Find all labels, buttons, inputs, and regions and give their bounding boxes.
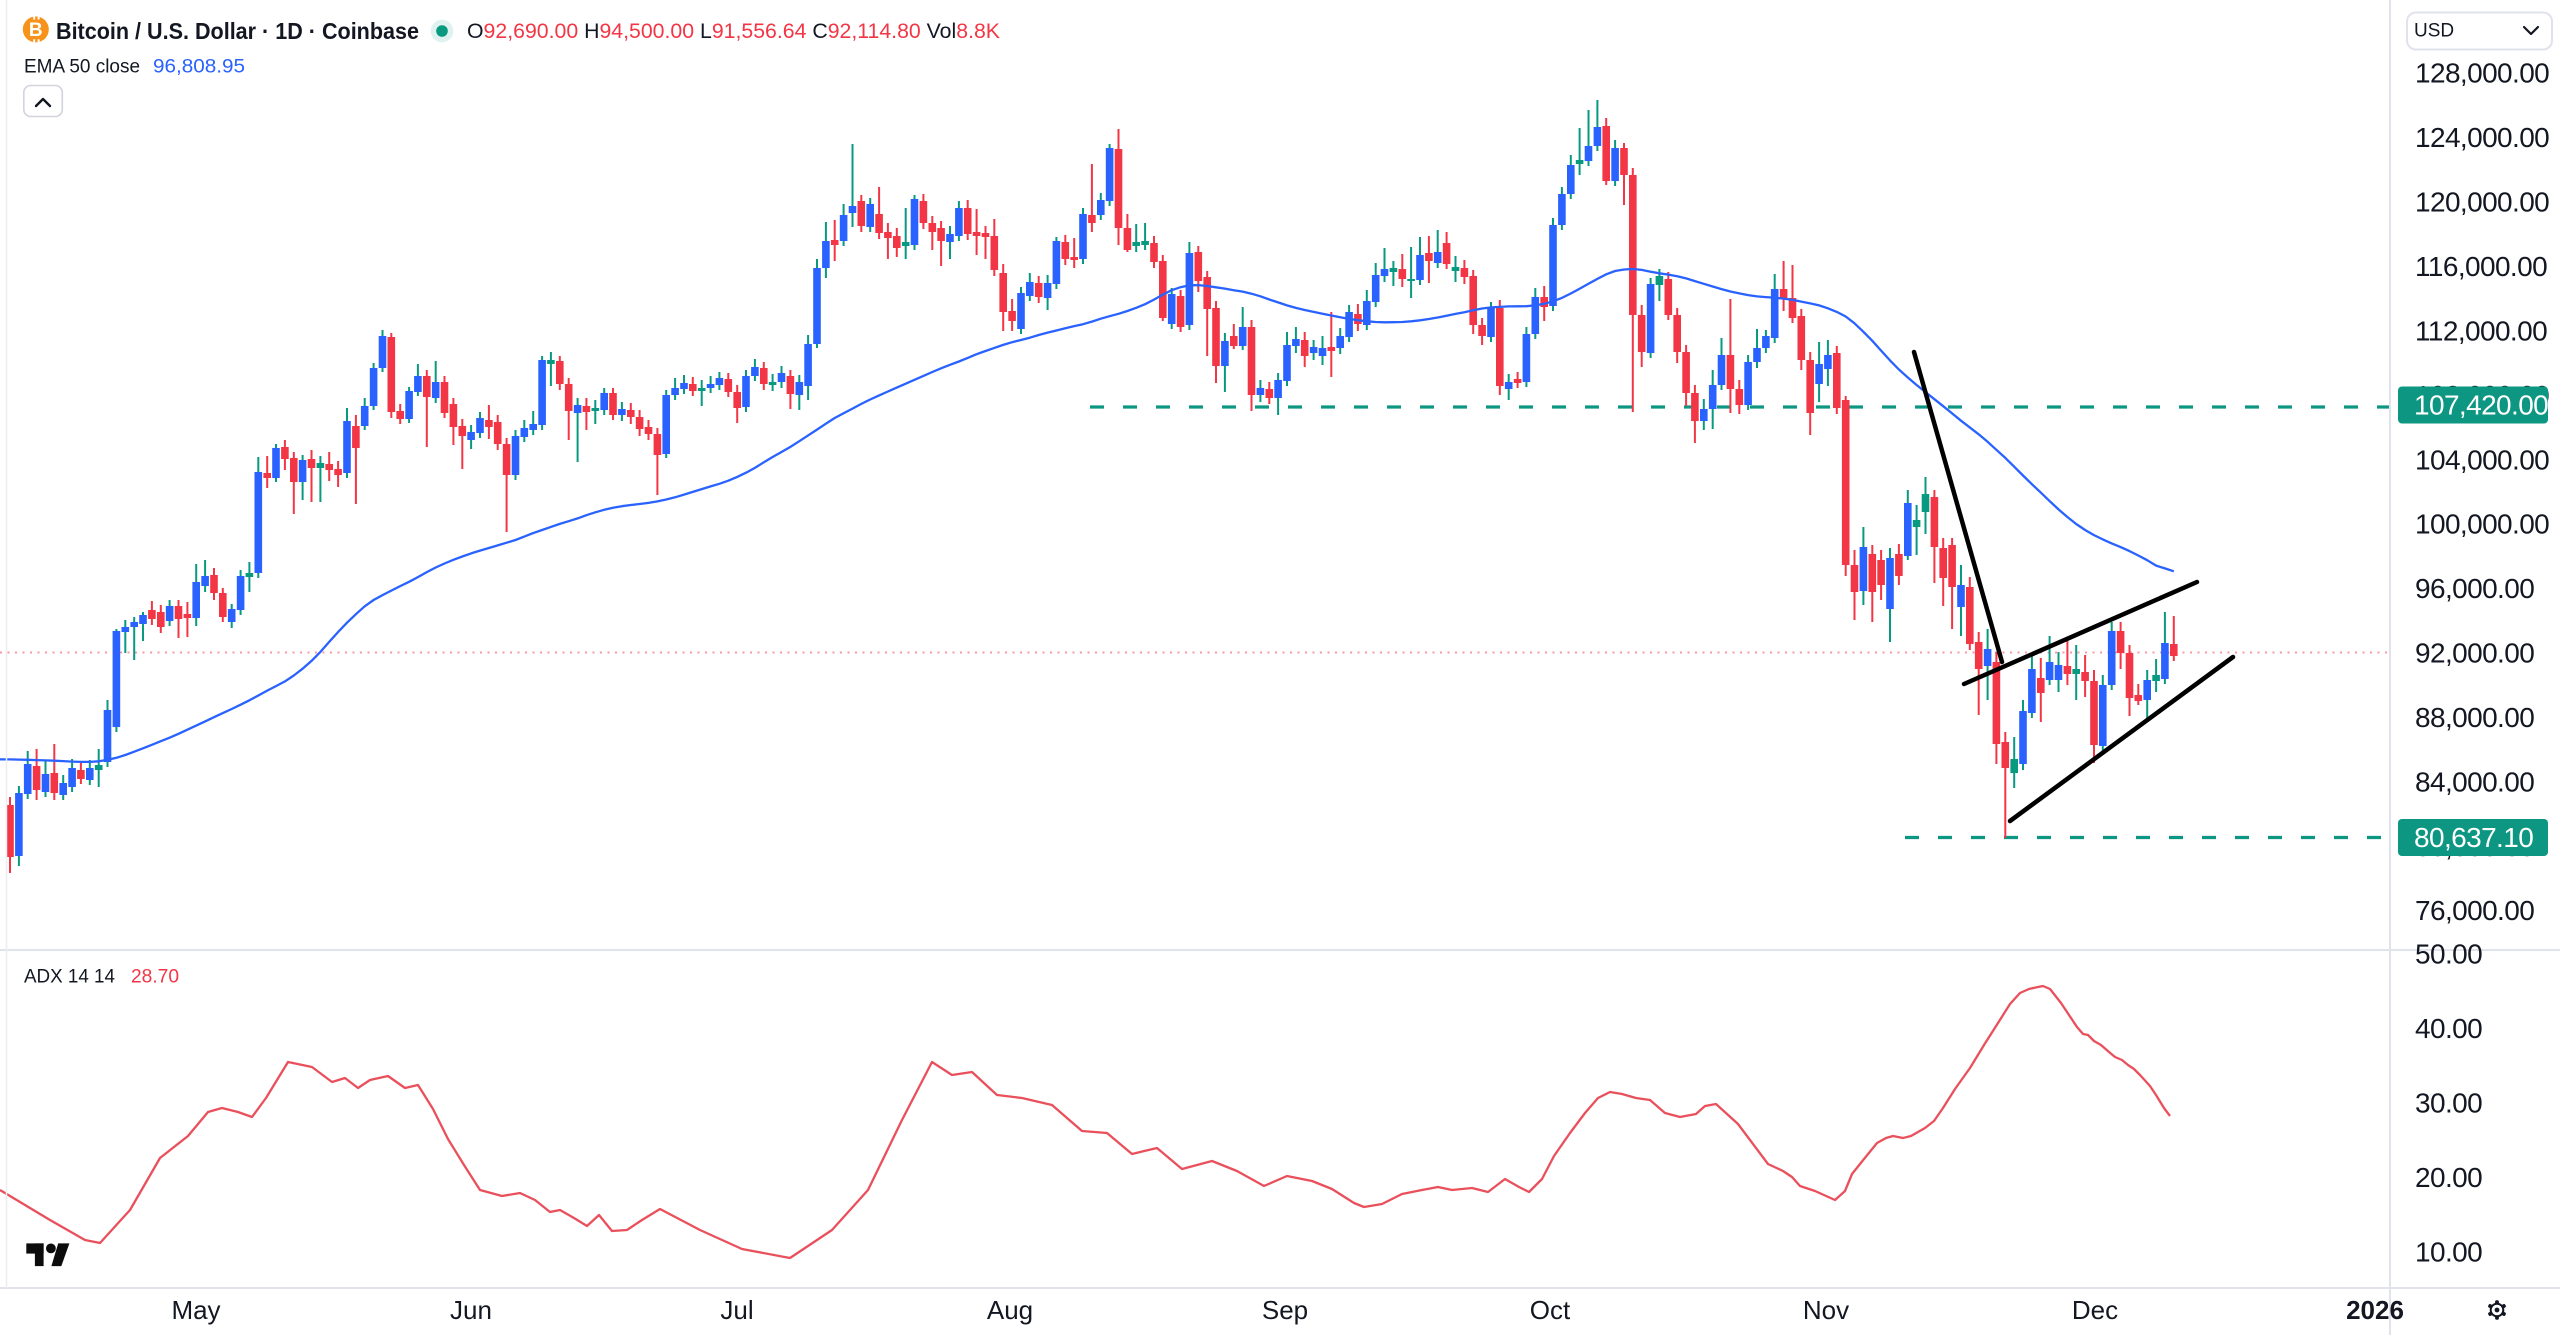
svg-text:30.00: 30.00 xyxy=(2415,1088,2482,1119)
svg-text:84,000.00: 84,000.00 xyxy=(2415,767,2534,798)
svg-text:May: May xyxy=(171,1295,220,1325)
svg-text:O92,690.00 H94,500.00 L91,556.: O92,690.00 H94,500.00 L91,556.64 C92,114… xyxy=(467,19,1001,43)
svg-text:2026: 2026 xyxy=(2346,1295,2404,1325)
svg-text:50.00: 50.00 xyxy=(2415,939,2482,970)
svg-text:USD: USD xyxy=(2414,21,2454,42)
svg-text:88,000.00: 88,000.00 xyxy=(2415,702,2534,733)
svg-text:10.00: 10.00 xyxy=(2415,1237,2482,1268)
svg-text:96,808.95: 96,808.95 xyxy=(153,57,245,78)
svg-text:B: B xyxy=(29,20,43,41)
svg-text:96,000.00: 96,000.00 xyxy=(2415,573,2534,604)
svg-text:Sep: Sep xyxy=(1262,1295,1308,1325)
svg-text:112,000.00: 112,000.00 xyxy=(2415,316,2547,347)
svg-text:ADX 14 14: ADX 14 14 xyxy=(24,967,115,988)
svg-text:EMA 50 close: EMA 50 close xyxy=(24,57,140,78)
svg-text:92,000.00: 92,000.00 xyxy=(2415,638,2534,669)
svg-text:104,000.00: 104,000.00 xyxy=(2415,445,2549,476)
svg-text:Aug: Aug xyxy=(987,1295,1033,1325)
svg-text:Dec: Dec xyxy=(2072,1295,2118,1325)
svg-text:40.00: 40.00 xyxy=(2415,1013,2482,1044)
svg-text:80,637.10: 80,637.10 xyxy=(2414,822,2533,853)
svg-text:Jun: Jun xyxy=(450,1295,492,1325)
svg-text:Jul: Jul xyxy=(720,1295,753,1325)
svg-text:Oct: Oct xyxy=(1530,1295,1571,1325)
svg-text:100,000.00: 100,000.00 xyxy=(2415,509,2549,540)
svg-text:20.00: 20.00 xyxy=(2415,1162,2482,1193)
svg-text:Bitcoin / U.S. Dollar · 1D · C: Bitcoin / U.S. Dollar · 1D · Coinbase xyxy=(56,18,419,44)
svg-text:107,420.00: 107,420.00 xyxy=(2414,390,2548,421)
svg-text:76,000.00: 76,000.00 xyxy=(2415,895,2534,926)
svg-text:124,000.00: 124,000.00 xyxy=(2415,122,2549,153)
svg-text:116,000.00: 116,000.00 xyxy=(2415,251,2547,282)
svg-text:Nov: Nov xyxy=(1803,1295,1849,1325)
svg-text:120,000.00: 120,000.00 xyxy=(2415,187,2549,218)
svg-text:28.70: 28.70 xyxy=(131,967,179,988)
svg-text:128,000.00: 128,000.00 xyxy=(2415,58,2549,89)
